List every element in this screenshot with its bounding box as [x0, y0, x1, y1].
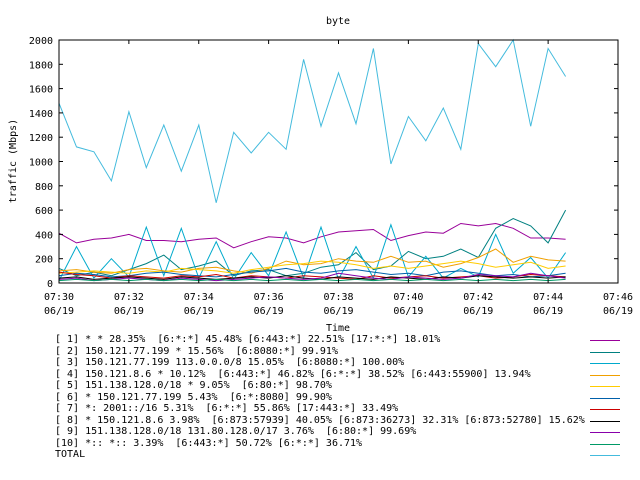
y-tick-label: 400: [35, 230, 53, 241]
series-lines: [58, 38, 567, 282]
y-tick-label: 0: [47, 279, 53, 290]
x-tick-label-time: 07:44: [533, 292, 563, 303]
series-line-6: [58, 267, 566, 278]
y-tick-label: 1600: [29, 85, 53, 96]
y-axis-ticks: 0 200 400 600 800 1000 1200 1400 1600 1800 2000: [29, 36, 618, 290]
x-tick-label-date: 06/19: [44, 306, 74, 317]
x-axis-ticks: 07:30 06/19 07:32 06/19 07:34 06/19 07:36 06/19…: [44, 40, 633, 317]
series-line-1: [58, 222, 566, 249]
x-tick-label-time: 07:40: [393, 292, 423, 303]
x-tick-label-date: 06/19: [114, 306, 144, 317]
y-tick-label: 600: [35, 206, 53, 217]
x-tick-label-date: 06/19: [463, 306, 493, 317]
x-tick-label-time: 07:42: [463, 292, 493, 303]
x-tick-label-date: 06/19: [533, 306, 563, 317]
x-tick-label-time: 07:32: [114, 292, 144, 303]
x-tick-label-time: 07:38: [323, 292, 353, 303]
y-tick-label: 1000: [29, 158, 53, 169]
x-axis-label: Time: [326, 323, 350, 334]
series-line-11: [58, 38, 567, 203]
series-line-4: [58, 248, 566, 274]
plot-frame: [58, 39, 619, 284]
y-tick-label: 2000: [29, 36, 53, 47]
y-tick-label: 800: [35, 182, 53, 193]
x-tick-label-time: 07:36: [254, 292, 284, 303]
series-line-5: [58, 260, 566, 274]
y-tick-label: 200: [35, 255, 53, 266]
y-axis-label: traffic (Mbps): [8, 119, 19, 203]
series-line-3: [58, 223, 567, 281]
y-tick-label: 1200: [29, 133, 53, 144]
x-tick-label-date: 06/19: [603, 306, 633, 317]
x-tick-label-date: 06/19: [184, 306, 214, 317]
chart-title: byte: [326, 16, 350, 27]
x-tick-label-date: 06/19: [254, 306, 284, 317]
x-tick-label-time: 07:30: [44, 292, 74, 303]
x-tick-label-time: 07:46: [603, 292, 633, 303]
y-tick-label: 1400: [29, 109, 53, 120]
series-line-2: [58, 209, 567, 277]
series-line-10: [58, 278, 566, 282]
x-tick-label-date: 06/19: [393, 306, 423, 317]
x-tick-label-date: 06/19: [323, 306, 353, 317]
x-tick-label-time: 07:34: [184, 292, 214, 303]
y-tick-label: 1800: [29, 60, 53, 71]
